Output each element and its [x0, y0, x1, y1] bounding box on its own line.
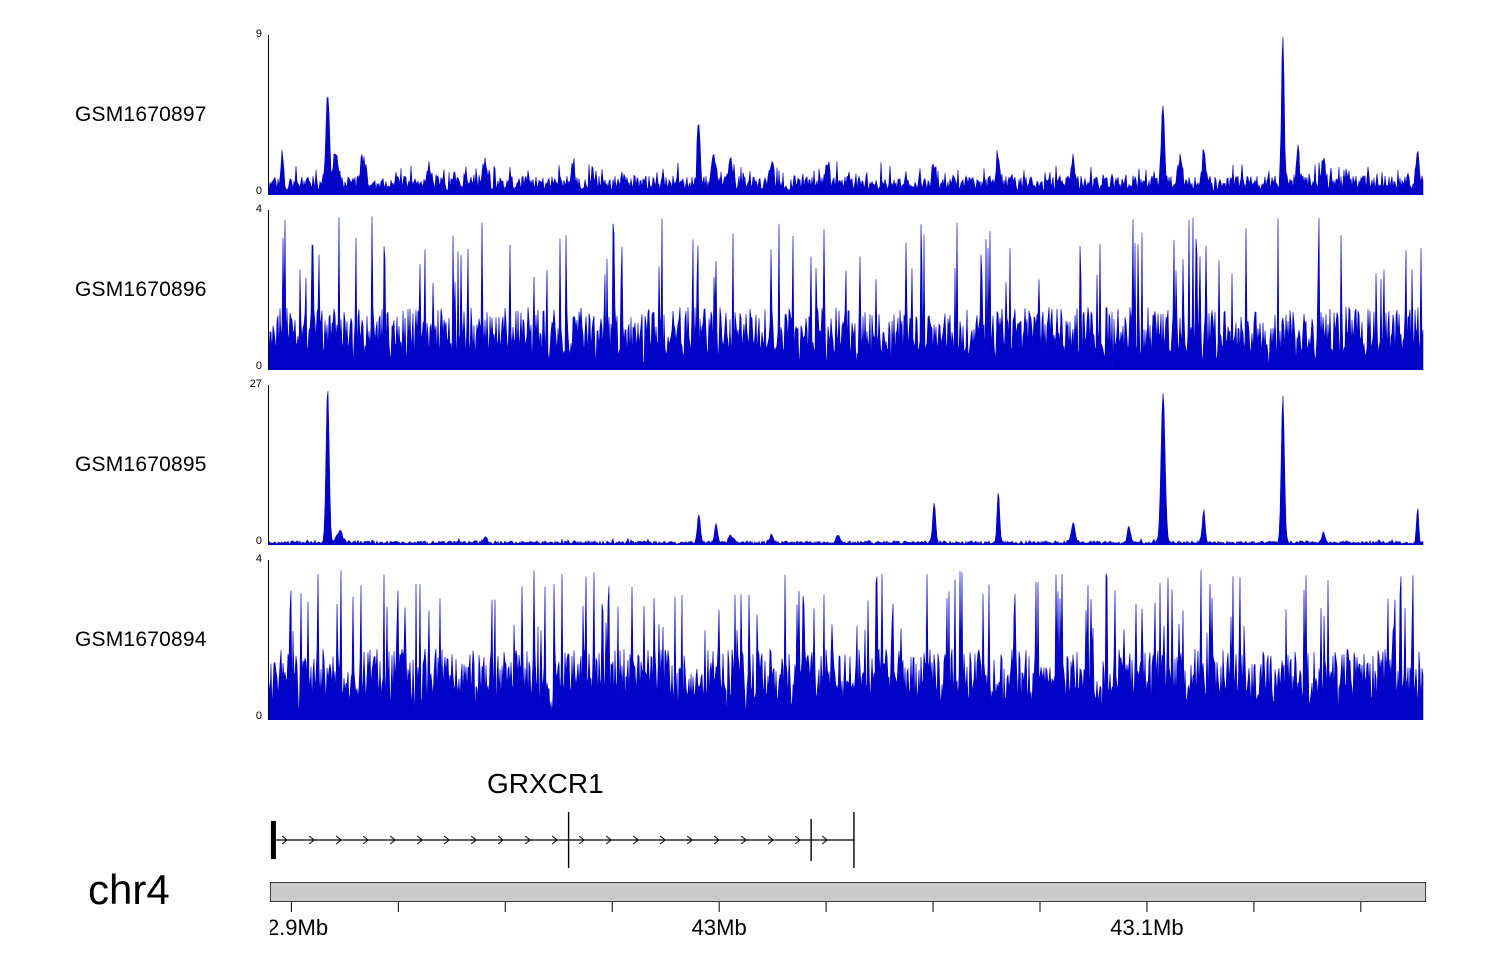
y-axis-max-label: 4: [255, 553, 262, 565]
strand-arrow-icon: [281, 835, 288, 845]
signal-track: GSM1670895 27 0: [0, 378, 1500, 547]
track-label: GSM1670896: [75, 278, 207, 301]
axis-tick-label: 43.1Mb: [1110, 915, 1183, 940]
track-signal-plot: [268, 210, 1424, 370]
strand-arrow-icon: [713, 835, 720, 845]
y-axis-zero-label: 0: [255, 535, 262, 547]
strand-arrow-icon: [632, 835, 639, 845]
gene-model: [270, 812, 855, 868]
strand-arrow-icon: [524, 835, 531, 845]
y-axis-zero-label: 0: [255, 360, 262, 372]
strand-arrow-icon: [740, 835, 747, 845]
y-axis-max-label: 9: [255, 28, 262, 40]
strand-arrow-icon: [389, 835, 396, 845]
strand-arrow-icon: [767, 835, 774, 845]
signal-track: GSM1670894 4 0: [0, 553, 1500, 722]
y-axis-max-label: 27: [249, 378, 262, 390]
signal-area: [268, 570, 1424, 720]
strand-arrow-icon: [578, 835, 585, 845]
strand-arrow-icon: [362, 835, 369, 845]
strand-arrow-icon: [686, 835, 693, 845]
strand-arrow-icon: [794, 835, 801, 845]
strand-arrow-icon: [335, 835, 342, 845]
axis-tick-label: 43Mb: [692, 915, 747, 940]
axis-tick-label: 42.9Mb: [270, 915, 328, 940]
strand-arrow-icon: [659, 835, 666, 845]
signal-area: [268, 36, 1424, 195]
strand-arrow-icon: [443, 835, 450, 845]
strand-arrow-icon: [497, 835, 504, 845]
track-label: GSM1670894: [75, 628, 207, 651]
strand-arrow-icon: [308, 835, 315, 845]
signal-track: GSM1670896 4 0: [0, 203, 1500, 372]
gene-name-label: GRXCR1: [487, 768, 604, 799]
y-axis-max-label: 4: [255, 203, 262, 215]
track-label: GSM1670895: [75, 453, 207, 476]
strand-arrow-icon: [605, 835, 612, 845]
track-signal-plot: [268, 385, 1424, 545]
signal-area: [268, 390, 1424, 545]
exon-block: [270, 821, 276, 859]
strand-arrow-icon: [416, 835, 423, 845]
axis-tick-labels: 42.9Mb 43Mb 43.1Mb: [270, 915, 1184, 940]
strand-arrow-icon: [470, 835, 477, 845]
exon-marks: [270, 812, 855, 868]
chromosome-ideogram-bar: [270, 882, 1426, 902]
track-signal-plot: [268, 35, 1424, 195]
y-axis-zero-label: 0: [255, 185, 262, 197]
coordinate-axis: 42.9Mb 43Mb 43.1Mb: [270, 902, 1362, 940]
axis-minor-ticks: [290, 902, 1362, 912]
track-signal-plot: [268, 560, 1424, 720]
track-label: GSM1670897: [75, 103, 207, 126]
strand-arrow-icon: [821, 835, 828, 845]
strand-arrow-icon: [551, 835, 558, 845]
signal-track: GSM1670897 9 0: [0, 28, 1500, 197]
strand-arrow-icons: [281, 835, 828, 845]
chromosome-label: chr4: [88, 866, 170, 913]
y-axis-zero-label: 0: [255, 710, 262, 722]
signal-area: [268, 216, 1424, 370]
